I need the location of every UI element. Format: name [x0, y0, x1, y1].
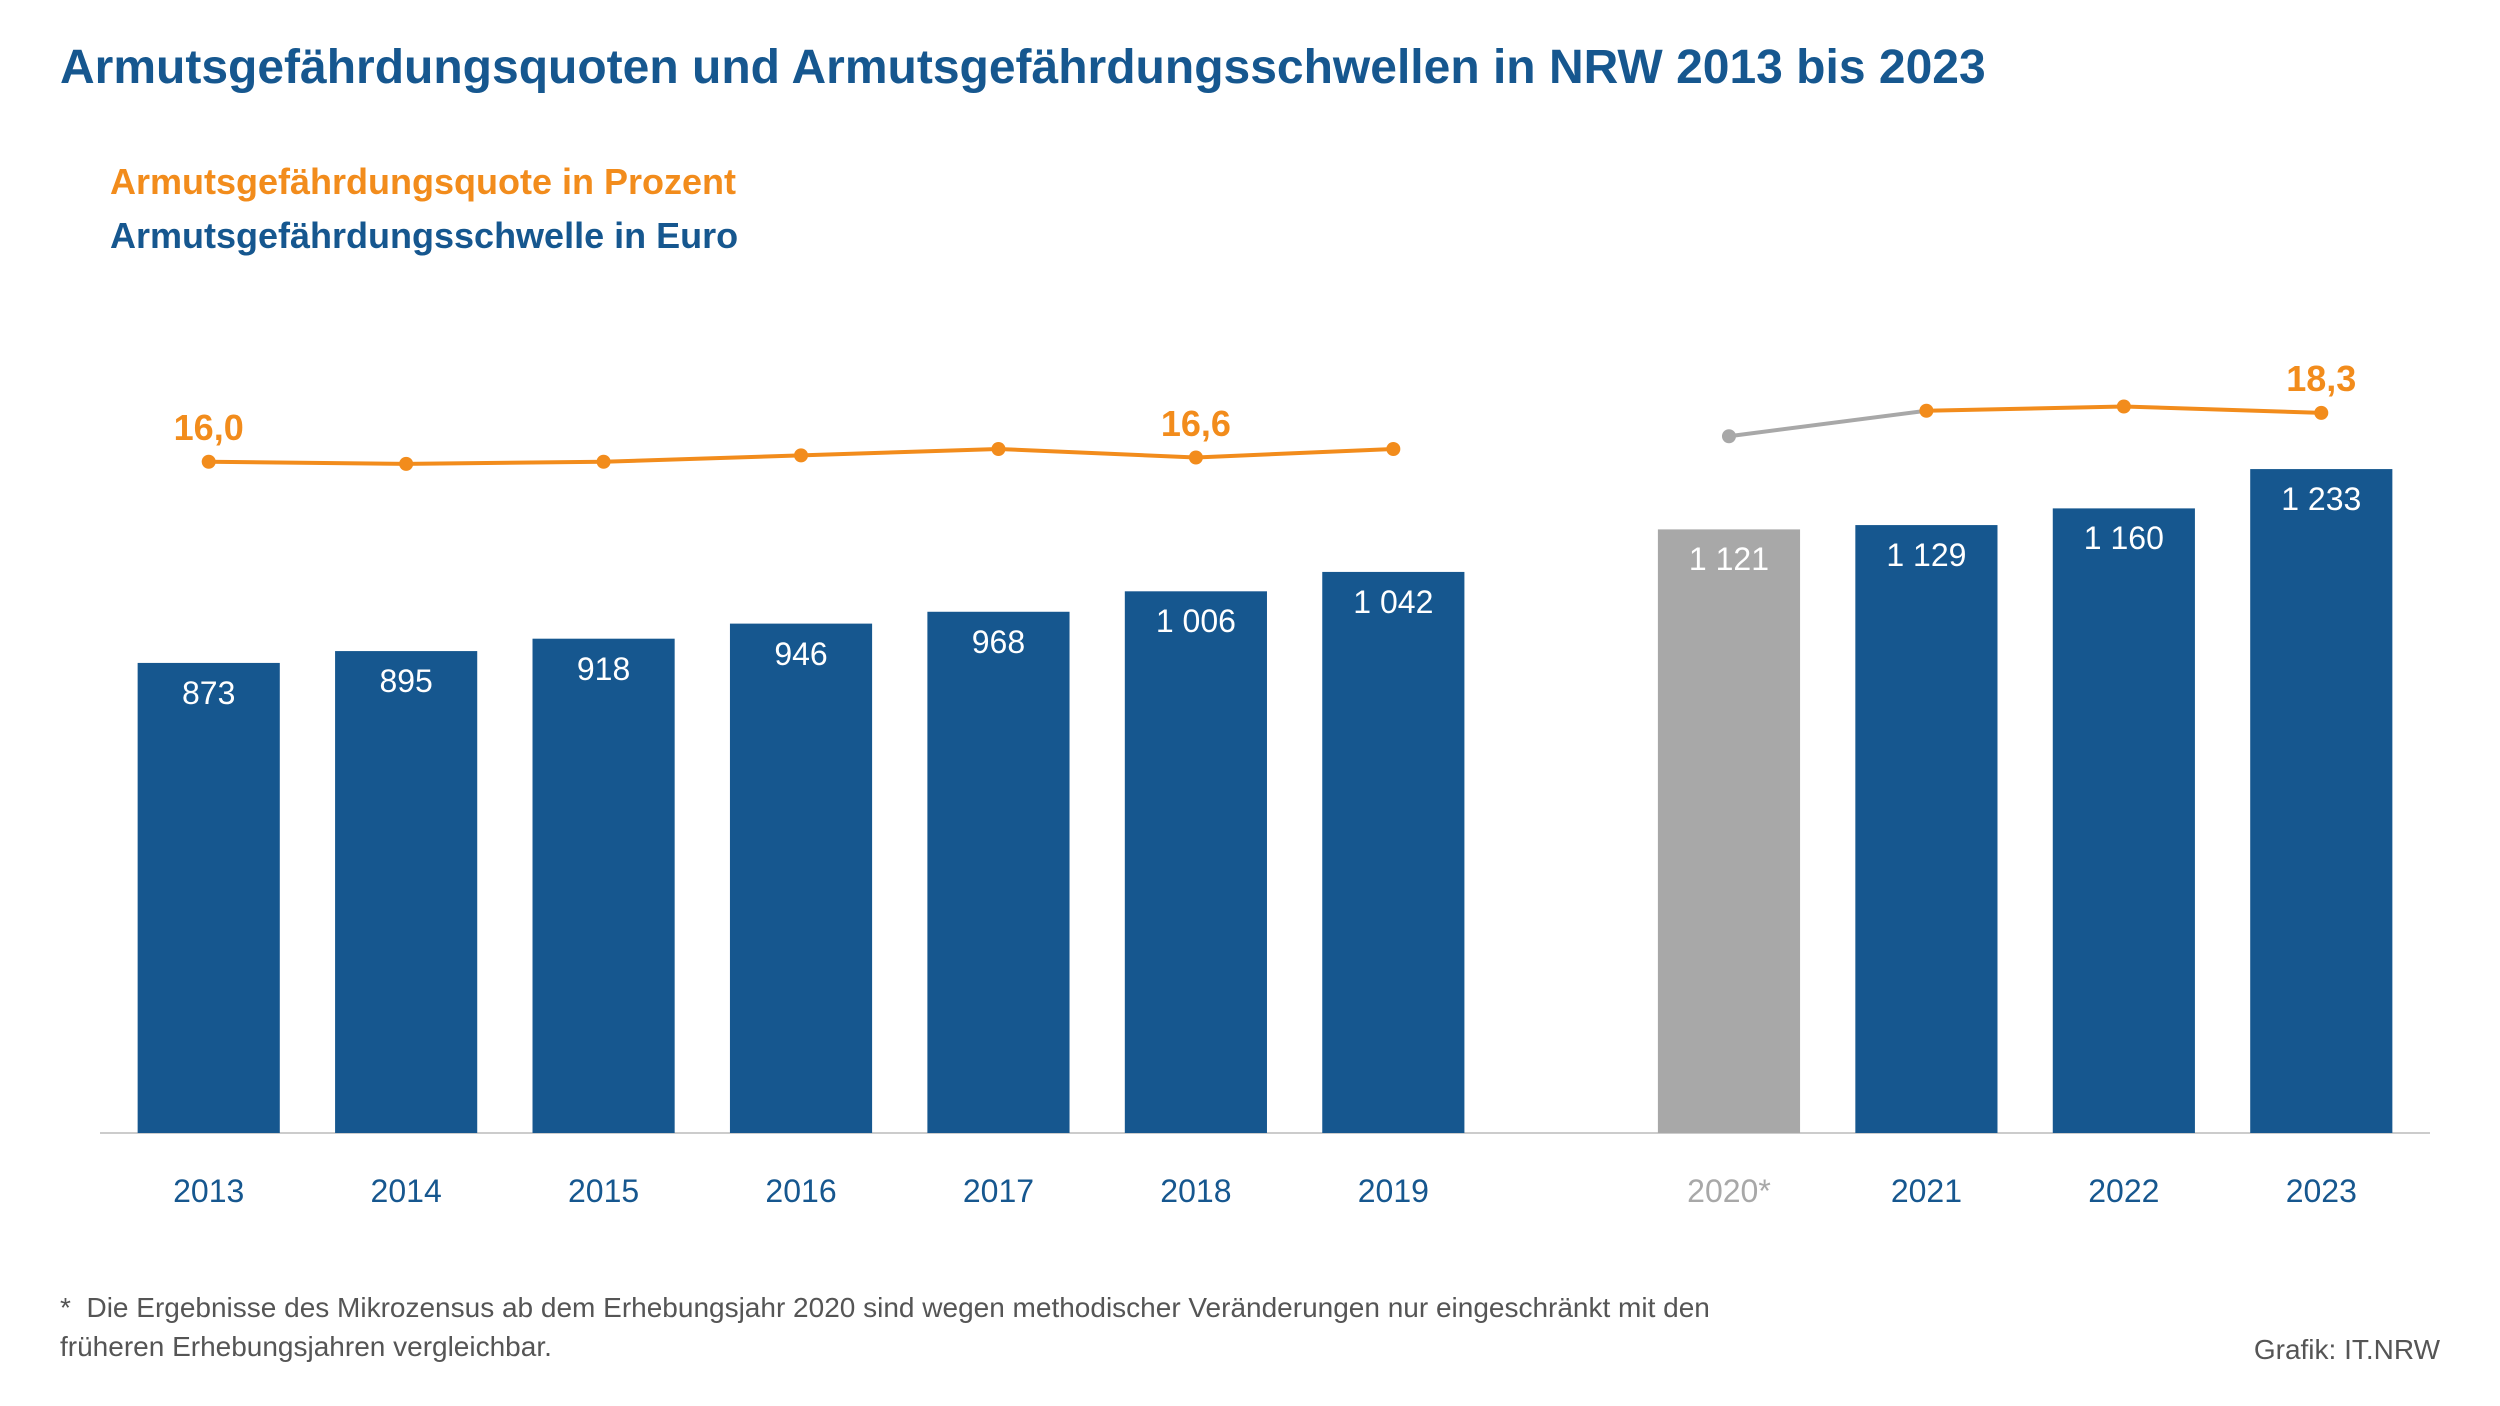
bar-value-label: 1 006	[1125, 603, 1267, 640]
x-axis-label: 2021	[1891, 1173, 1962, 1210]
line-marker	[1722, 429, 1736, 443]
x-axis-label: 2019	[1358, 1173, 1429, 1210]
x-axis-label: 2017	[963, 1173, 1034, 1210]
footnote-marker: *	[60, 1292, 71, 1323]
x-axis-label: 2015	[568, 1173, 639, 1210]
bar-value-label: 946	[730, 636, 872, 673]
x-axis-label: 2014	[371, 1173, 442, 1210]
line-marker	[1919, 404, 1933, 418]
line-marker	[794, 448, 808, 462]
x-axis-label: 2022	[2088, 1173, 2159, 1210]
x-axis-label: 2018	[1160, 1173, 1231, 1210]
line-marker	[399, 457, 413, 471]
bar	[1855, 525, 1997, 1133]
x-axis-label: 2023	[2286, 1173, 2357, 1210]
line-value-label: 16,0	[174, 407, 244, 449]
legend-line: Armutsgefährdungsquote in Prozent	[110, 155, 2440, 209]
line-marker	[597, 455, 611, 469]
bar-value-label: 968	[927, 624, 1069, 661]
footnote: * Die Ergebnisse des Mikrozensus ab dem …	[60, 1288, 1760, 1366]
footnote-text: Die Ergebnisse des Mikrozensus ab dem Er…	[60, 1292, 1710, 1362]
bar-value-label: 873	[138, 675, 280, 712]
bar	[335, 651, 477, 1133]
chart-area: 873201389520149182015946201696820171 006…	[60, 283, 2440, 1203]
line-marker	[1386, 442, 1400, 456]
bar	[927, 612, 1069, 1133]
line-marker	[202, 455, 216, 469]
x-axis-label: 2016	[765, 1173, 836, 1210]
line-marker	[2117, 400, 2131, 414]
bar-value-label: 1 233	[2250, 481, 2392, 518]
line-value-label: 18,3	[2286, 358, 2356, 400]
line-value-label: 16,6	[1161, 403, 1231, 445]
bar	[138, 663, 280, 1133]
bar-value-label: 918	[533, 651, 675, 688]
legend: Armutsgefährdungsquote in Prozent Armuts…	[110, 155, 2440, 263]
chart-title: Armutsgefährdungsquoten und Armutsgefähr…	[60, 40, 2440, 95]
bar	[1125, 591, 1267, 1133]
bar-value-label: 1 042	[1322, 584, 1464, 621]
line-marker	[991, 442, 1005, 456]
bar	[1658, 529, 1800, 1133]
bar	[730, 624, 872, 1133]
x-axis-label: 2020*	[1687, 1173, 1771, 1210]
x-axis-label: 2013	[173, 1173, 244, 1210]
line-marker	[2314, 406, 2328, 420]
chart-svg	[60, 283, 2440, 1203]
bar-value-label: 1 160	[2053, 520, 2195, 557]
bar-value-label: 895	[335, 663, 477, 700]
bar	[533, 639, 675, 1133]
credit: Grafik: IT.NRW	[2254, 1334, 2440, 1366]
legend-bar: Armutsgefährdungsschwelle in Euro	[110, 209, 2440, 263]
bar-value-label: 1 129	[1855, 537, 1997, 574]
line-marker	[1189, 451, 1203, 465]
bar	[2250, 469, 2392, 1133]
footer: * Die Ergebnisse des Mikrozensus ab dem …	[60, 1288, 2440, 1366]
bar	[1322, 572, 1464, 1133]
bar	[2053, 508, 2195, 1133]
bar-value-label: 1 121	[1658, 541, 1800, 578]
